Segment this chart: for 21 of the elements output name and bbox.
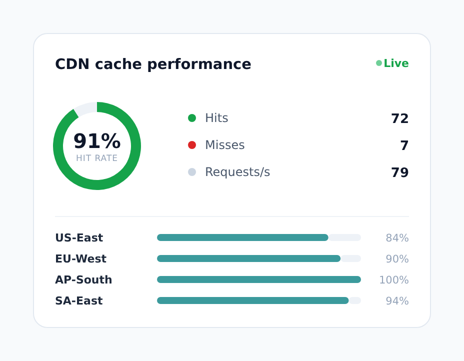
y-tick-label: EU-West	[55, 252, 107, 266]
data-label: 94%	[386, 296, 410, 308]
y-tick-label: AP-South	[55, 274, 112, 286]
data-label: 72	[390, 112, 409, 127]
bar	[157, 276, 361, 283]
data-label: 90%	[386, 254, 410, 266]
data-label: 84%	[386, 232, 410, 244]
category-label: Misses	[205, 138, 245, 152]
donut-slice	[53, 102, 141, 190]
text: HIT RATE	[76, 154, 118, 164]
category-label: Requests/s	[205, 165, 270, 179]
y-tick-label: SA-East	[55, 294, 103, 308]
data-label: 79	[390, 166, 409, 181]
text: Live	[384, 57, 409, 70]
category-label: Hits	[205, 111, 228, 125]
text: 91%	[73, 129, 121, 153]
data-label: 100%	[378, 274, 410, 286]
chart-title: CDN cache performance	[55, 57, 252, 73]
donut-slice	[73, 102, 97, 118]
y-tick-label: US-East	[55, 232, 104, 244]
data-label: 7	[400, 139, 409, 154]
